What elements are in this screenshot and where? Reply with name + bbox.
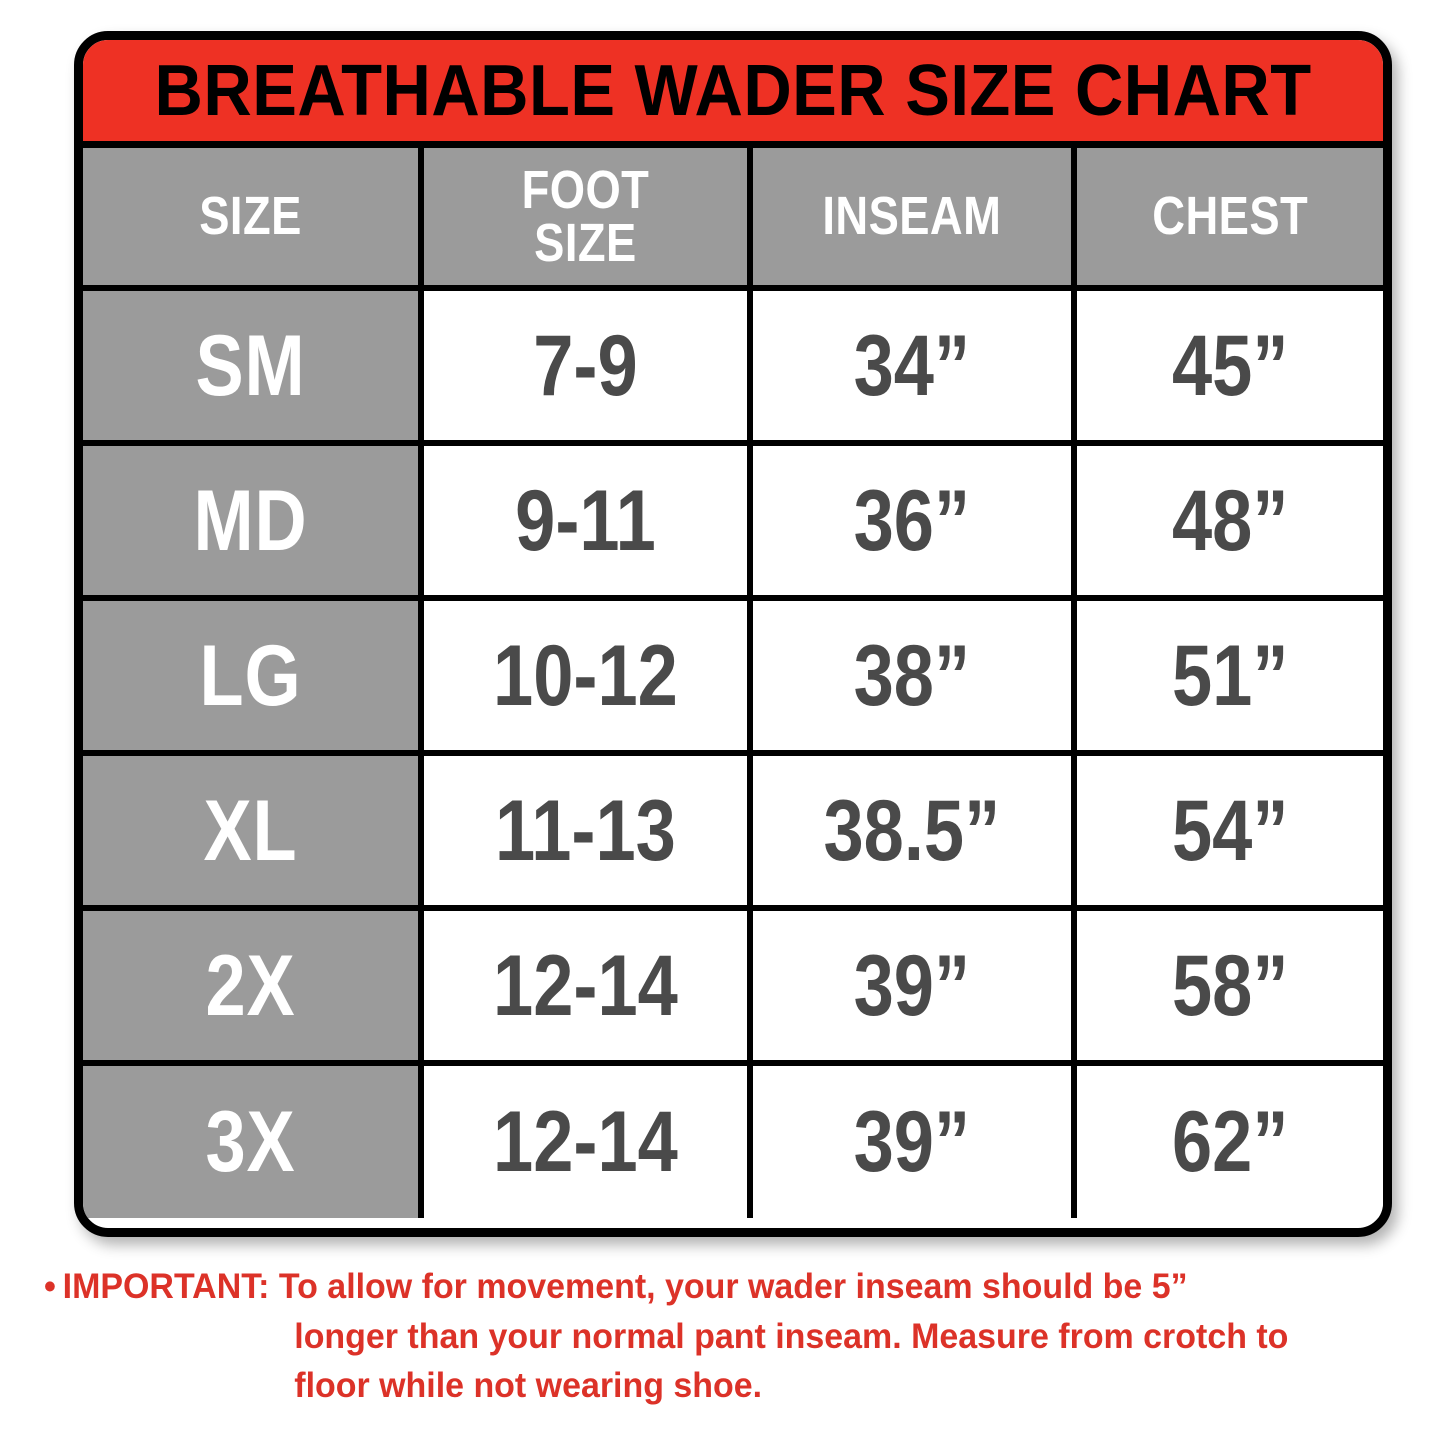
chest-value: 51”	[1171, 627, 1289, 724]
column-header-foot-size-label: FOOT SIZE	[521, 159, 650, 273]
table-row: 2X 12-14 39” 58”	[83, 908, 1383, 1066]
cell-size: XL	[83, 753, 424, 911]
cell-inseam: 39”	[749, 1063, 1077, 1218]
size-value: MD	[193, 472, 308, 569]
foot-size-value: 10-12	[493, 627, 678, 724]
cell-inseam: 39”	[749, 908, 1077, 1066]
cell-size: 3X	[83, 1063, 424, 1218]
inseam-value: 39”	[853, 937, 970, 1034]
column-header-inseam-label: INSEAM	[822, 186, 1002, 247]
column-header-size-label: SIZE	[199, 186, 302, 247]
table-row: MD 9-11 36” 48”	[83, 443, 1383, 601]
size-value: XL	[203, 782, 298, 879]
column-header-chest: CHEST	[1073, 148, 1383, 291]
bullet-icon: •	[44, 1267, 56, 1306]
size-chart-card: BREATHABLE WADER SIZE CHART SIZE FOOT SI…	[74, 31, 1392, 1237]
cell-inseam: 34”	[749, 288, 1077, 446]
header-row: SIZE FOOT SIZE INSEAM CHEST	[83, 148, 1383, 291]
cell-chest: 62”	[1073, 1063, 1383, 1218]
inseam-value: 38.5”	[823, 782, 1001, 879]
foot-size-value: 9-11	[515, 472, 656, 569]
inseam-value: 34”	[853, 317, 970, 414]
cell-chest: 48”	[1073, 443, 1383, 601]
cell-inseam: 38”	[749, 598, 1077, 756]
inseam-value: 39”	[853, 1094, 970, 1190]
size-value: 3X	[205, 1094, 296, 1190]
cell-size: 2X	[83, 908, 424, 1066]
size-value: LG	[199, 627, 302, 724]
footnote: • IMPORTANT: To allow for movement, your …	[44, 1262, 1414, 1411]
cell-inseam: 38.5”	[749, 753, 1077, 911]
cell-size: LG	[83, 598, 424, 756]
column-header-size: SIZE	[83, 148, 424, 291]
foot-size-value: 12-14	[493, 1094, 678, 1190]
foot-size-value: 11-13	[495, 782, 676, 879]
table-row: LG 10-12 38” 51”	[83, 598, 1383, 756]
chest-value: 54”	[1171, 782, 1289, 879]
title-bar: BREATHABLE WADER SIZE CHART	[83, 40, 1383, 148]
column-header-chest-label: CHEST	[1151, 186, 1308, 247]
cell-chest: 45”	[1073, 288, 1383, 446]
foot-size-value: 7-9	[533, 317, 638, 414]
foot-size-value: 12-14	[493, 937, 678, 1034]
size-value: 2X	[205, 937, 296, 1034]
column-header-foot-size: FOOT SIZE	[421, 148, 753, 291]
cell-chest: 51”	[1073, 598, 1383, 756]
cell-size: SM	[83, 288, 424, 446]
page-title: BREATHABLE WADER SIZE CHART	[154, 50, 1312, 131]
table-header: SIZE FOOT SIZE INSEAM CHEST	[83, 148, 1383, 291]
chest-value: 48”	[1171, 472, 1289, 569]
chest-value: 62”	[1171, 1094, 1289, 1190]
cell-chest: 58”	[1073, 908, 1383, 1066]
cell-foot-size: 12-14	[421, 1063, 753, 1218]
footnote-line-2: longer than your normal pant inseam. Mea…	[294, 1316, 1289, 1356]
cell-chest: 54”	[1073, 753, 1383, 911]
cell-foot-size: 11-13	[421, 753, 753, 911]
inseam-value: 38”	[853, 627, 970, 724]
inseam-value: 36”	[853, 472, 970, 569]
footnote-line-1: • IMPORTANT: To allow for movement, your …	[44, 1262, 1373, 1312]
chest-value: 45”	[1171, 317, 1289, 414]
cell-foot-size: 7-9	[421, 288, 753, 446]
cell-foot-size: 12-14	[421, 908, 753, 1066]
table-body: SM 7-9 34” 45” MD	[83, 288, 1383, 1218]
chest-value: 58”	[1171, 937, 1289, 1034]
cell-foot-size: 10-12	[421, 598, 753, 756]
column-header-inseam: INSEAM	[749, 148, 1077, 291]
table-row: XL 11-13 38.5” 54”	[83, 753, 1383, 911]
size-chart-table: SIZE FOOT SIZE INSEAM CHEST SM	[83, 148, 1383, 1218]
footnote-line-1-text: IMPORTANT: To allow for movement, your w…	[62, 1267, 1188, 1306]
table-row: SM 7-9 34” 45”	[83, 288, 1383, 446]
table-row: 3X 12-14 39” 62”	[83, 1063, 1383, 1218]
cell-inseam: 36”	[749, 443, 1077, 601]
cell-size: MD	[83, 443, 424, 601]
size-value: SM	[195, 317, 306, 414]
cell-foot-size: 9-11	[421, 443, 753, 601]
footnote-line-3: floor while not wearing shoe.	[294, 1366, 763, 1406]
